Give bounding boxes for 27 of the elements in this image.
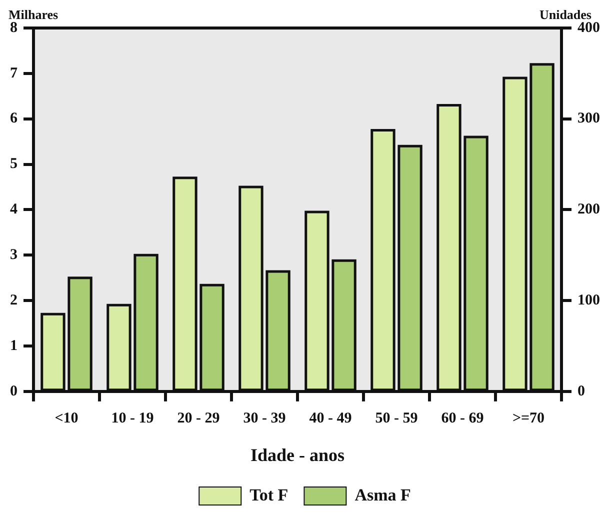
y-tick-label: 2	[10, 292, 18, 308]
y2-axis-title: Unidades	[539, 6, 592, 22]
y-tick-label: 6	[10, 110, 18, 127]
x-axis-title: Idade - anos	[250, 444, 345, 465]
y-tick-label: 5	[10, 156, 18, 172]
y-axis-title: Milhares	[8, 6, 58, 22]
y-tick-label: 8	[10, 20, 18, 36]
x-tick-label: 50 - 59	[375, 410, 418, 426]
y-tick-label: 4	[10, 202, 18, 218]
y2-tick-label: 400	[578, 20, 600, 36]
y2-tick-label: 300	[578, 110, 600, 127]
x-tick-label: 40 - 49	[309, 410, 352, 426]
x-tick-label: 20 - 29	[177, 410, 220, 426]
y-tick-label: 7	[10, 65, 18, 82]
y2-tick-label: 0	[578, 383, 585, 400]
legend-label: Tot F	[250, 485, 288, 504]
x-tick-label: 60 - 69	[441, 410, 484, 426]
x-tick-label: >=70	[512, 410, 545, 426]
y2-tick-label: 100	[578, 292, 600, 308]
y-tick-label: 1	[10, 338, 18, 354]
y2-tick-label: 200	[578, 202, 600, 218]
x-tick-label: 30 - 39	[243, 410, 286, 426]
legend-label: Asma F	[354, 485, 411, 504]
x-tick-label: <10	[54, 410, 78, 426]
x-tick-label: 10 - 19	[111, 410, 154, 426]
y-tick-label: 3	[10, 247, 18, 263]
y-tick-label: 0	[10, 383, 18, 400]
